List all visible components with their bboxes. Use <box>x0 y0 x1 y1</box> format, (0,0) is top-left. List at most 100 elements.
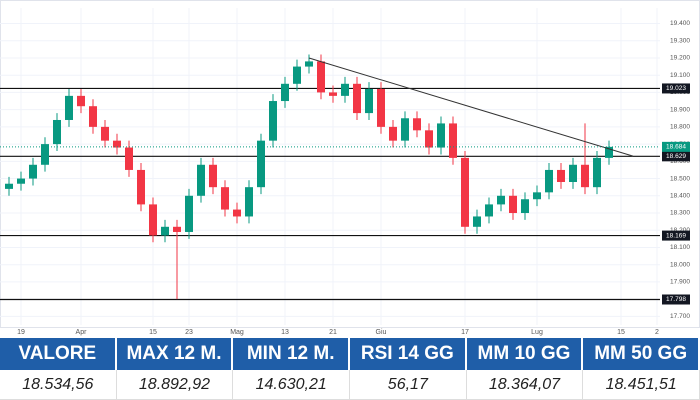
level-box <box>662 294 690 305</box>
candle-body <box>317 61 325 93</box>
level-box <box>662 83 690 94</box>
table-header: MAX 12 M. <box>116 338 234 370</box>
chart: 17.70017.80017.90018.00018.10018.20018.3… <box>0 0 700 336</box>
x-tick-label: Mag <box>230 329 244 336</box>
table-header: MM 50 GG <box>583 338 700 370</box>
candle-body <box>293 66 301 84</box>
y-tick-label: 19.100 <box>670 72 690 79</box>
level-label: 18.169 <box>666 232 686 239</box>
table-value: 18.534,56 <box>0 370 117 400</box>
candle-body <box>77 95 85 107</box>
x-tick-label: 2 <box>655 329 659 336</box>
candle-body <box>41 144 49 165</box>
y-tick-label: 18.500 <box>670 175 690 182</box>
candle-body <box>545 169 553 193</box>
table-value: 18.364,07 <box>466 370 584 400</box>
y-tick-label: 18.800 <box>670 124 690 131</box>
candle-body <box>17 178 25 184</box>
last-price-box <box>662 141 690 152</box>
candle-body <box>509 195 517 214</box>
x-tick-label: Giu <box>376 329 387 336</box>
candle-body <box>137 169 145 205</box>
y-tick-label: 18.600 <box>670 158 690 165</box>
candle-body <box>389 126 397 141</box>
candle-body <box>305 61 313 67</box>
table-value: 14.630,21 <box>233 370 350 400</box>
x-tick-label: Apr <box>76 329 88 336</box>
candle-body <box>233 209 241 217</box>
last-price-label: 18.684 <box>666 144 686 151</box>
table-header: MIN 12 M. <box>233 338 350 370</box>
y-tick-label: 18.900 <box>670 106 690 113</box>
candle-body <box>461 157 469 227</box>
y-tick-label: 19.400 <box>670 20 690 27</box>
level-label: 18.629 <box>666 153 686 160</box>
candle-body <box>197 164 205 196</box>
candle-body <box>605 146 613 158</box>
candle-body <box>521 199 529 214</box>
candle-body <box>581 164 589 188</box>
y-tick-label: 18.100 <box>670 244 690 251</box>
x-tick-label: 15 <box>617 329 625 336</box>
candle-body <box>377 88 385 127</box>
candle-body <box>569 164 577 183</box>
level-box <box>662 151 690 162</box>
y-tick-label: 18.000 <box>670 261 690 268</box>
candle-body <box>53 119 61 145</box>
candle-body <box>473 216 481 227</box>
candle-body <box>557 169 565 183</box>
y-tick-label: 18.400 <box>670 193 690 200</box>
table-header: VALORE <box>0 338 117 370</box>
candle-body <box>269 101 277 141</box>
candle-body <box>257 140 265 188</box>
candle-body <box>185 195 193 232</box>
x-tick-label: 17 <box>461 329 469 336</box>
y-tick-label: 18.300 <box>670 210 690 217</box>
y-tick-label: 17.700 <box>670 313 690 320</box>
x-tick-label: 23 <box>185 329 193 336</box>
level-box <box>662 230 690 241</box>
candle-body <box>89 106 97 127</box>
candle-body <box>365 88 373 114</box>
x-tick-label: 13 <box>281 329 289 336</box>
x-tick-label: 19 <box>17 329 25 336</box>
candle-body <box>449 123 457 158</box>
y-tick-label: 18.200 <box>670 227 690 234</box>
y-tick-label: 19.200 <box>670 55 690 62</box>
candle-body <box>5 183 13 189</box>
y-tick-label: 17.900 <box>670 279 690 286</box>
y-tick-label: 19.300 <box>670 37 690 44</box>
x-tick-label: 21 <box>329 329 337 336</box>
candle-body <box>497 195 505 205</box>
candle-body <box>113 140 121 148</box>
x-tick-label: Lug <box>531 329 543 336</box>
stats-table: VALORE MAX 12 M. MIN 12 M. RSI 14 GG MM … <box>0 338 700 400</box>
candle-body <box>413 118 421 131</box>
candle-body <box>425 130 433 148</box>
candle-body <box>29 164 37 179</box>
candle-body <box>593 157 601 188</box>
table-value: 18.451,51 <box>583 370 700 400</box>
candle-body <box>245 187 253 217</box>
table-header: RSI 14 GG <box>349 338 467 370</box>
candle-body <box>281 83 289 102</box>
candle-body <box>209 164 217 188</box>
table-header: MM 10 GG <box>466 338 584 370</box>
candle-body <box>485 204 493 217</box>
level-label: 17.798 <box>666 296 686 303</box>
candle-body <box>401 118 409 141</box>
trend-line <box>308 57 634 157</box>
candle-body <box>161 226 169 236</box>
table-value: 56,17 <box>349 370 467 400</box>
candle-body <box>533 192 541 200</box>
candle-body <box>173 226 181 232</box>
candle-body <box>437 123 445 148</box>
candle-body <box>125 147 133 170</box>
candle-body <box>341 83 349 96</box>
candle-body <box>65 95 73 120</box>
level-label: 19.023 <box>666 85 686 92</box>
x-tick-label: 15 <box>149 329 157 336</box>
candle-body <box>101 126 109 141</box>
candle-body <box>353 83 361 114</box>
